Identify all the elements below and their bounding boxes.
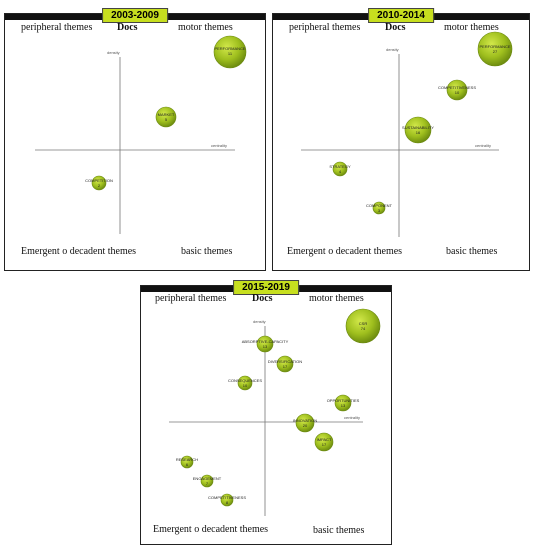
- density-axis-label: density: [253, 319, 266, 324]
- theme-docs: 3: [378, 208, 381, 213]
- theme-bubble-research[interactable]: RESEARCH 6: [176, 455, 198, 469]
- theme-bubble-competitiveness[interactable]: COMPETITIVENESS 8: [208, 493, 246, 507]
- theme-docs: 11: [228, 51, 233, 56]
- theme-bubble-strategy[interactable]: STRATEGY 4: [329, 161, 351, 177]
- theme-name: INNOVATION: [293, 418, 317, 423]
- theme-docs: 4: [339, 169, 342, 174]
- theme-name: COMPETITIVENESS: [438, 85, 476, 90]
- theme-docs: 2: [98, 183, 101, 188]
- period-label: 2010-2014: [368, 8, 434, 23]
- theme-docs: 13: [263, 344, 268, 349]
- quadrant-peripheral-label: peripheral themes: [289, 22, 361, 33]
- theme-name: COMPETITION: [85, 178, 113, 183]
- centrality-axis-label: centrality: [344, 415, 360, 420]
- theme-name: PERFORMANCE: [479, 44, 510, 49]
- theme-bubble-opportunities[interactable]: OPPORTUNITIES 13: [327, 394, 360, 412]
- quadrant-motor-label: motor themes: [178, 22, 233, 33]
- quadrant-peripheral-label: peripheral themes: [155, 293, 227, 304]
- centrality-axis-label: centrality: [211, 143, 227, 148]
- strategic-diagram-2003-2009: 2003-2009 peripheral themes Docs motor t…: [4, 8, 266, 271]
- quadrant-peripheral-label: peripheral themes: [21, 22, 93, 33]
- bubble-plot: density centrality CSR 74 ABSORPTIVE-CAP…: [169, 308, 381, 516]
- theme-name: MARKET: [158, 112, 175, 117]
- density-axis-label: density: [107, 50, 120, 55]
- docs-legend-label: Docs: [385, 22, 406, 33]
- theme-name: SUSTAINABILITY: [402, 125, 434, 130]
- theme-bubble-consequences[interactable]: CONSEQUENCES 10: [228, 375, 262, 391]
- theme-bubble-component[interactable]: COMPONENT 3: [366, 201, 393, 215]
- strategic-diagram-2015-2019: 2015-2019 peripheral themes Docs motor t…: [140, 280, 392, 545]
- theme-name: OPPORTUNITIES: [327, 398, 360, 403]
- theme-docs: 16: [416, 130, 421, 135]
- density-axis-label: density: [386, 47, 399, 52]
- bubble-plot: density centrality PERFORMANCE 11 MARKET…: [35, 35, 247, 234]
- theme-docs: 8: [226, 500, 229, 505]
- theme-name: ABSORPTIVE-CAPACITY: [242, 339, 289, 344]
- theme-docs: 20: [303, 423, 308, 428]
- theme-bubble-impact[interactable]: IMPACT 17: [314, 432, 334, 452]
- docs-legend-label: Docs: [117, 22, 138, 33]
- theme-bubble-innovation[interactable]: INNOVATION 20: [293, 413, 317, 433]
- theme-bubble-competitiveness[interactable]: COMPETITIVENESS 10: [438, 79, 476, 101]
- theme-docs: 17: [322, 442, 327, 447]
- theme-name: CONSEQUENCES: [228, 378, 262, 383]
- quadrant-emergent-label: Emergent o decadent themes: [287, 246, 403, 257]
- theme-bubble-csr[interactable]: CSR 74: [345, 308, 381, 344]
- theme-bubble-diversification[interactable]: DIVERSIFICATION 17: [268, 355, 302, 373]
- theme-name: RESEARCH: [176, 457, 198, 462]
- quadrant-basic-label: basic themes: [313, 525, 365, 536]
- docs-legend-label: Docs: [252, 293, 273, 304]
- quadrant-basic-label: basic themes: [181, 246, 233, 257]
- theme-name: CSR: [359, 321, 368, 326]
- theme-bubble-absorptive-capacity[interactable]: ABSORPTIVE-CAPACITY 13: [242, 335, 289, 353]
- theme-name: DIVERSIFICATION: [268, 359, 302, 364]
- theme-docs: 17: [283, 364, 288, 369]
- quadrant-emergent-label: Emergent o decadent themes: [21, 246, 137, 257]
- quadrant-motor-label: motor themes: [444, 22, 499, 33]
- theme-name: COMPETITIVENESS: [208, 495, 246, 500]
- theme-docs: 10: [243, 383, 248, 388]
- bubble-plot: density centrality PERFORMANCE 27 COMPET…: [301, 31, 513, 237]
- theme-name: STRATEGY: [329, 164, 351, 169]
- theme-docs: 27: [493, 49, 498, 54]
- centrality-axis-label: centrality: [475, 143, 491, 148]
- theme-name: IMPACT: [317, 437, 332, 442]
- theme-name: COMPONENT: [366, 203, 393, 208]
- theme-bubble-performance[interactable]: PERFORMANCE 27: [477, 31, 513, 67]
- theme-docs: 74: [361, 326, 366, 331]
- theme-bubble-sustainability[interactable]: SUSTAINABILITY 16: [402, 116, 434, 144]
- theme-docs: 10: [455, 90, 460, 95]
- theme-bubble-performance[interactable]: PERFORMANCE 11: [213, 35, 247, 69]
- period-label: 2003-2009: [102, 8, 168, 23]
- quadrant-motor-label: motor themes: [309, 293, 364, 304]
- theme-docs: 13: [341, 403, 346, 408]
- strategic-diagram-2010-2014: 2010-2014 peripheral themes Docs motor t…: [272, 8, 530, 271]
- theme-bubble-engagement[interactable]: ENGAGEMENT 7: [193, 474, 222, 488]
- quadrant-emergent-label: Emergent o decadent themes: [153, 524, 269, 535]
- theme-docs: 5: [165, 117, 168, 122]
- theme-docs: 6: [186, 462, 189, 467]
- theme-name: PERFORMANCE: [214, 46, 245, 51]
- quadrant-basic-label: basic themes: [446, 246, 498, 257]
- theme-bubble-market[interactable]: MARKET 5: [155, 106, 177, 128]
- theme-name: ENGAGEMENT: [193, 476, 222, 481]
- period-label: 2015-2019: [233, 280, 299, 295]
- theme-docs: 7: [206, 481, 209, 486]
- theme-bubble-competition[interactable]: COMPETITION 2: [85, 175, 113, 191]
